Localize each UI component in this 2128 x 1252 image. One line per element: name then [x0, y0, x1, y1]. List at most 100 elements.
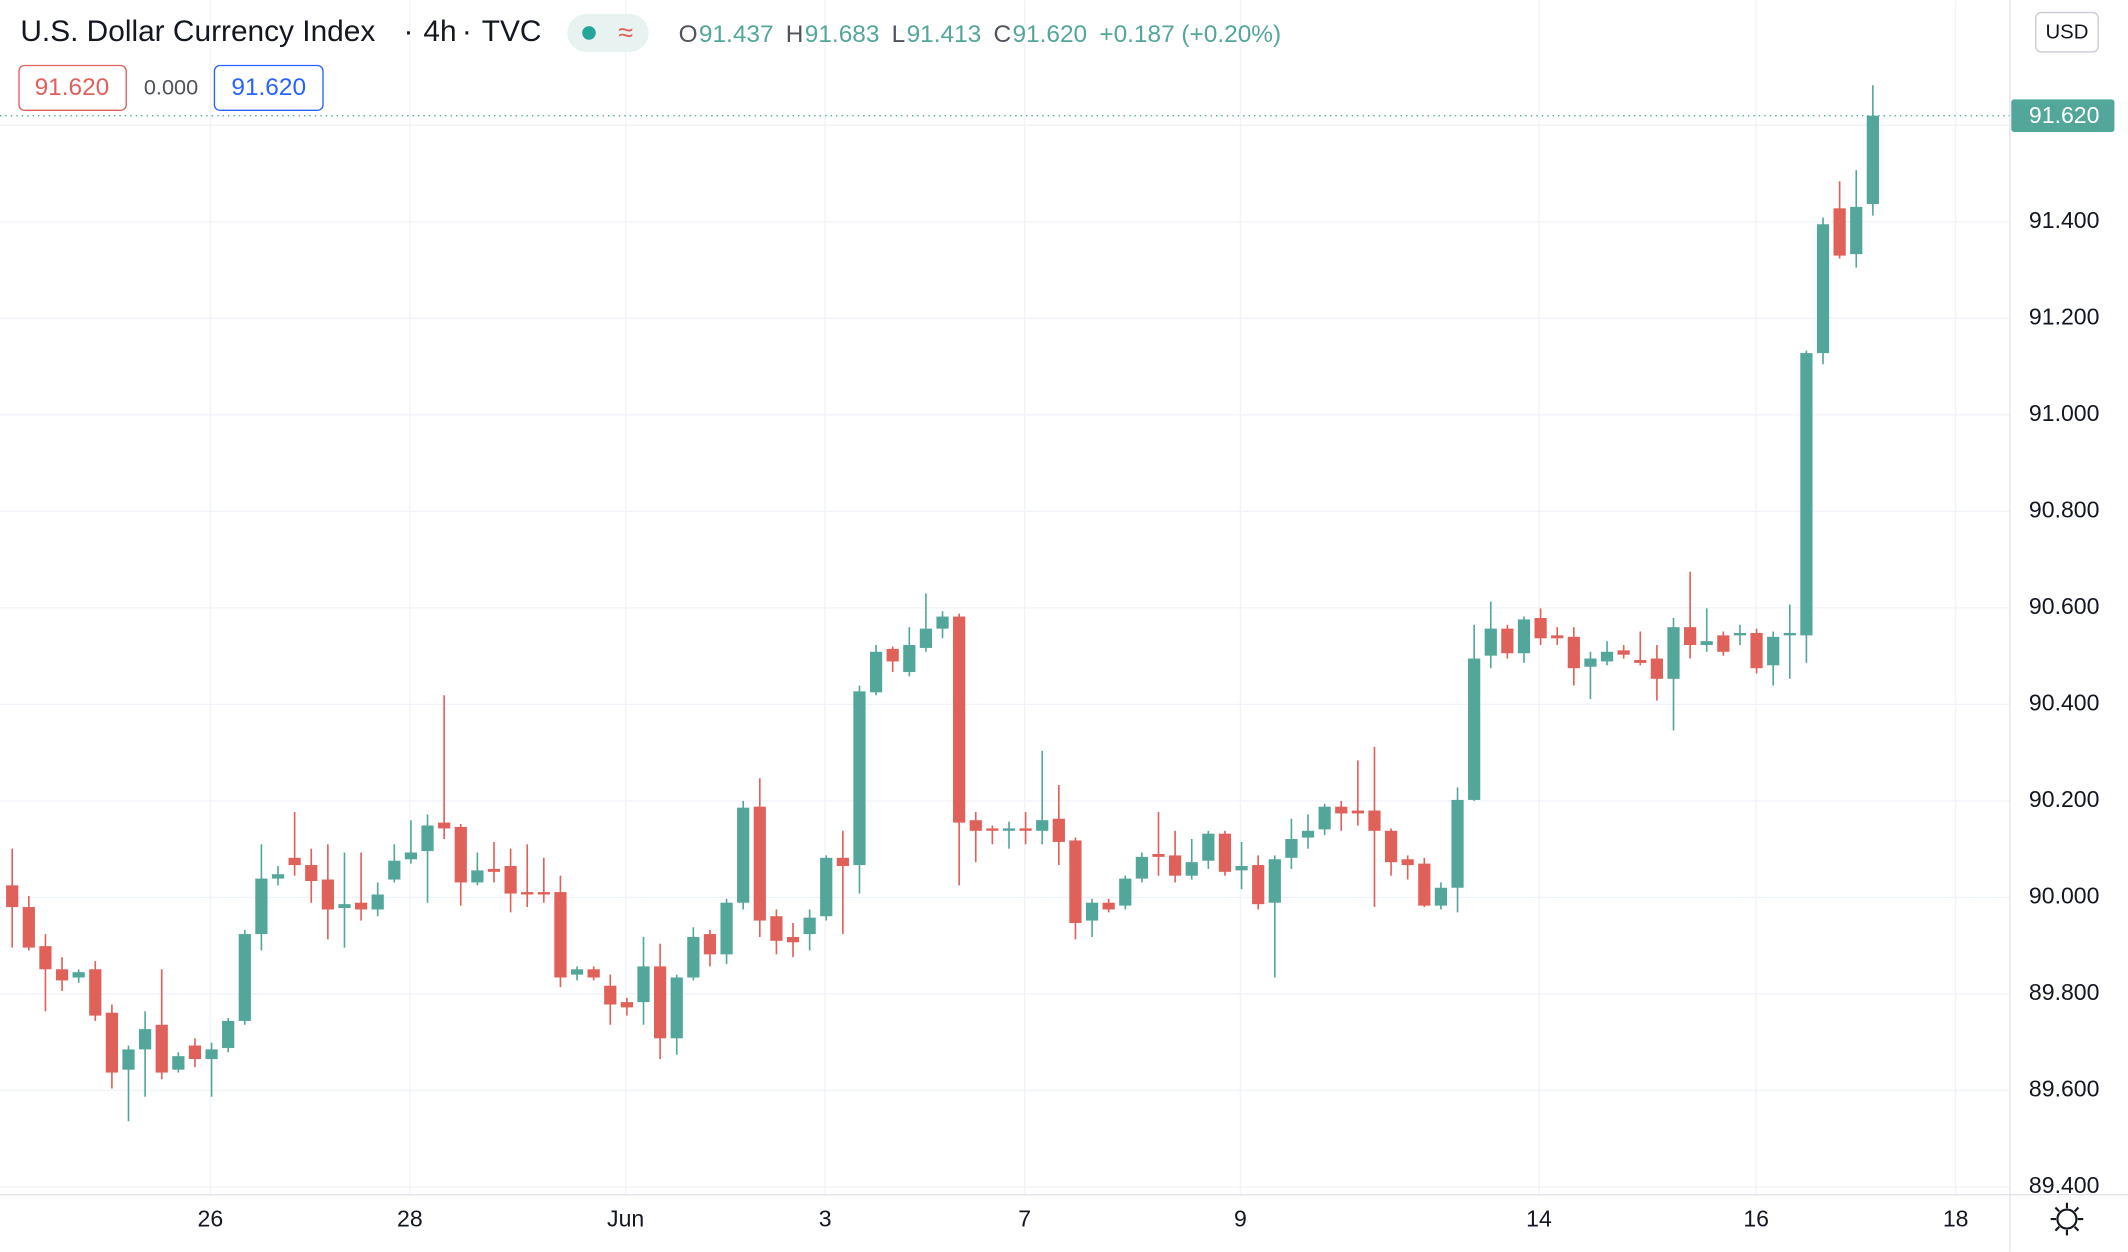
legend-key: L [892, 21, 906, 48]
x-tick-label: 9 [1234, 1206, 1247, 1232]
candle-body [122, 1049, 135, 1070]
candle-body [1019, 828, 1032, 831]
candle-body [554, 892, 567, 978]
candle-body [89, 969, 102, 1016]
candle-body [188, 1045, 202, 1060]
candle-body [139, 1029, 152, 1050]
y-tick-label: 91.200 [2029, 303, 2100, 329]
bid-box[interactable] [18, 64, 127, 111]
legend-value: 91.437 [699, 21, 774, 48]
candle-body [404, 852, 418, 860]
x-tick-label: 18 [1943, 1206, 1969, 1232]
price-tag-label: 91.620 [2029, 102, 2100, 128]
candle-body [338, 904, 351, 909]
candle-body [205, 1049, 218, 1060]
candle-body [1850, 206, 1863, 255]
currency: USD [2045, 21, 2088, 43]
candle-body [238, 934, 251, 1021]
candle-body [853, 691, 866, 866]
currency-box[interactable] [2035, 11, 2099, 53]
candle-body [803, 917, 816, 935]
data-icon: ≈ [618, 16, 633, 47]
candle-body [1451, 799, 1464, 888]
candle-body [620, 1002, 633, 1008]
candle-body [786, 936, 800, 943]
candle-body [1650, 658, 1663, 679]
candle-body [869, 651, 883, 693]
candle-body [6, 885, 19, 908]
candle-body [1185, 862, 1198, 876]
candle-body [172, 1056, 185, 1070]
candle-body [1119, 878, 1132, 906]
candles [0, 85, 2010, 1122]
spread: 0.000 [144, 74, 198, 99]
x-tick-label: 26 [198, 1206, 224, 1232]
candle-body [1351, 810, 1364, 814]
candle-body [1169, 855, 1182, 876]
candle-body [321, 879, 334, 910]
candle-body [371, 894, 384, 910]
candle-body [1534, 618, 1547, 639]
y-tick-label: 91.400 [2029, 207, 2100, 233]
candle-body [1368, 810, 1381, 831]
candle-body [637, 966, 650, 1003]
candle-body [55, 969, 69, 981]
candle-body [1418, 863, 1431, 906]
candle-body [1301, 830, 1315, 838]
candle-body [271, 874, 285, 879]
axes: 89.400 89.600 89.800 90.000 90.200 90.400 90.6… [198, 99, 2115, 1232]
candle-body [1551, 635, 1564, 639]
candle-body [753, 806, 766, 921]
candle-body [1833, 208, 1846, 256]
candle-body [1600, 651, 1614, 662]
candle-body [1800, 353, 1813, 636]
candle-body [1816, 224, 1830, 354]
x-tick-label: 7 [1018, 1206, 1031, 1232]
candle-body [1135, 856, 1148, 879]
y-tick-label: 89.600 [2029, 1076, 2100, 1102]
legend-key: H [786, 21, 804, 48]
candle-body [1235, 866, 1248, 871]
candle-body [1501, 628, 1514, 654]
indicator-pill[interactable] [567, 13, 649, 52]
candle-body [1700, 641, 1713, 646]
legend-value: 91.413 [907, 21, 982, 48]
ask-box[interactable] [213, 64, 324, 111]
chart-title: U.S. Dollar Currency Index [20, 15, 375, 48]
candle-body [886, 648, 899, 662]
candle-body [737, 807, 750, 903]
candle-body [654, 966, 667, 1039]
candle-body [1335, 806, 1348, 814]
y-tick-label: 90.000 [2029, 882, 2100, 908]
interval[interactable]: 4h [423, 15, 456, 48]
candle-body [1085, 902, 1099, 921]
candle-body [1202, 833, 1215, 861]
candle-body [1268, 859, 1281, 903]
candle-body [1036, 820, 1049, 831]
candle-body [587, 969, 600, 978]
settings-icon[interactable] [2050, 1202, 2084, 1236]
candle-body [1384, 830, 1398, 863]
grid [0, 0, 2010, 1195]
candle-body [471, 870, 484, 883]
candle-body [388, 860, 401, 880]
status-dot [582, 26, 596, 40]
candle-body [1767, 636, 1780, 666]
x-tick-label: 3 [819, 1206, 832, 1232]
legend-value: 91.683 [805, 21, 880, 48]
candle-body [105, 1012, 118, 1073]
candle-body [570, 969, 584, 975]
candle-body [953, 616, 966, 823]
candle-body [222, 1020, 235, 1048]
candle-body [1866, 115, 1879, 204]
candle-body [39, 946, 52, 970]
candle-body [820, 857, 833, 917]
separator: · [404, 15, 414, 48]
candle-body [1517, 619, 1531, 654]
candle-body [1783, 632, 1796, 636]
candle-body [1252, 865, 1265, 905]
candle-body [1750, 632, 1763, 669]
